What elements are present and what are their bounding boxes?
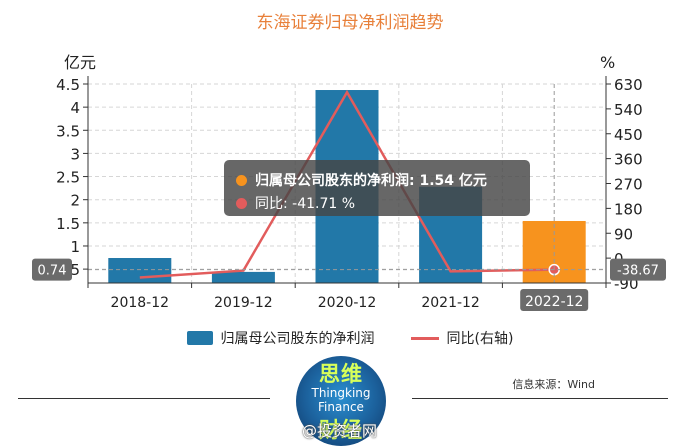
legend-line-label: 同比(右轴) (446, 331, 514, 347)
yoy-line (139, 89, 555, 279)
x-tick-label: 2021-12 (421, 295, 480, 311)
pointer-x-box (520, 289, 589, 311)
right-tick-label: 270 (614, 176, 643, 194)
legend-bar-swatch (186, 331, 213, 345)
divider-left (18, 398, 270, 399)
bar-2018-12 (108, 258, 172, 283)
watermark: @投资者网 (302, 422, 378, 440)
tooltip-line-label: 同比: -41.71 % (255, 196, 356, 212)
x-tick-label: 2020-12 (318, 295, 377, 311)
logo-text-2: Thingking (311, 386, 371, 400)
right-tick-label: 450 (614, 126, 643, 144)
right-tick-label: 360 (614, 151, 643, 169)
bar-2019-12 (211, 271, 275, 283)
left-axis-unit: 亿元 (64, 53, 96, 72)
x-tick-label: 2018-12 (111, 295, 170, 311)
left-tick-label: 3 (70, 145, 80, 163)
tooltip-bar-label: 归属母公司股东的净利润: 1.54 亿元 (255, 173, 487, 189)
tooltip-bar-dot (236, 174, 247, 186)
left-tick-label: 2.5 (56, 169, 80, 187)
right-tick-label: 540 (614, 101, 643, 119)
tooltip: 归属母公司股东的净利润: 1.54 亿元 同比: -41.71 % (224, 160, 530, 216)
x-tick-label: 2019-12 (214, 295, 273, 311)
left-tick-label: 1.5 (56, 215, 80, 233)
left-tick-label: 4.5 (56, 76, 80, 94)
pointer-right-box (610, 258, 666, 281)
right-tick-label: 630 (614, 76, 643, 94)
pointer-left-box (32, 258, 72, 281)
logo-text-3: Finance (318, 400, 364, 414)
tooltip-line-dot (236, 197, 247, 209)
right-tick-label: 180 (614, 200, 643, 218)
pointer-right-label: -38.67 (617, 264, 659, 279)
left-tick-label: 4 (70, 99, 80, 117)
legend-line-swatch (410, 336, 439, 340)
source-note: 信息来源：Wind (512, 378, 595, 391)
logo-text-1: 思维 (319, 362, 363, 386)
divider-right (412, 398, 668, 399)
left-tick-label: 2 (70, 192, 80, 210)
right-tick-label: 90 (614, 225, 633, 243)
legend: 归属母公司股东的净利润 同比(右轴) (0, 328, 700, 348)
legend-item-line[interactable]: 同比(右轴) (410, 328, 514, 348)
left-tick-label: 3.5 (56, 122, 80, 140)
pointer-x-label: 2022-12 (525, 294, 584, 310)
logo-text-4: 财经 (319, 418, 363, 442)
right-axis-unit: % (600, 53, 615, 72)
legend-bar-label: 归属母公司股东的净利润 (220, 331, 375, 347)
chart-title: 东海证券归母净利润趋势 (256, 13, 444, 33)
left-tick-label: 1 (70, 238, 80, 256)
thinking-finance-logo: 思维 Thingking Finance 财经 (296, 356, 386, 446)
legend-item-bar[interactable]: 归属母公司股东的净利润 (186, 328, 375, 348)
pointer-left-label: 0.74 (38, 264, 67, 279)
